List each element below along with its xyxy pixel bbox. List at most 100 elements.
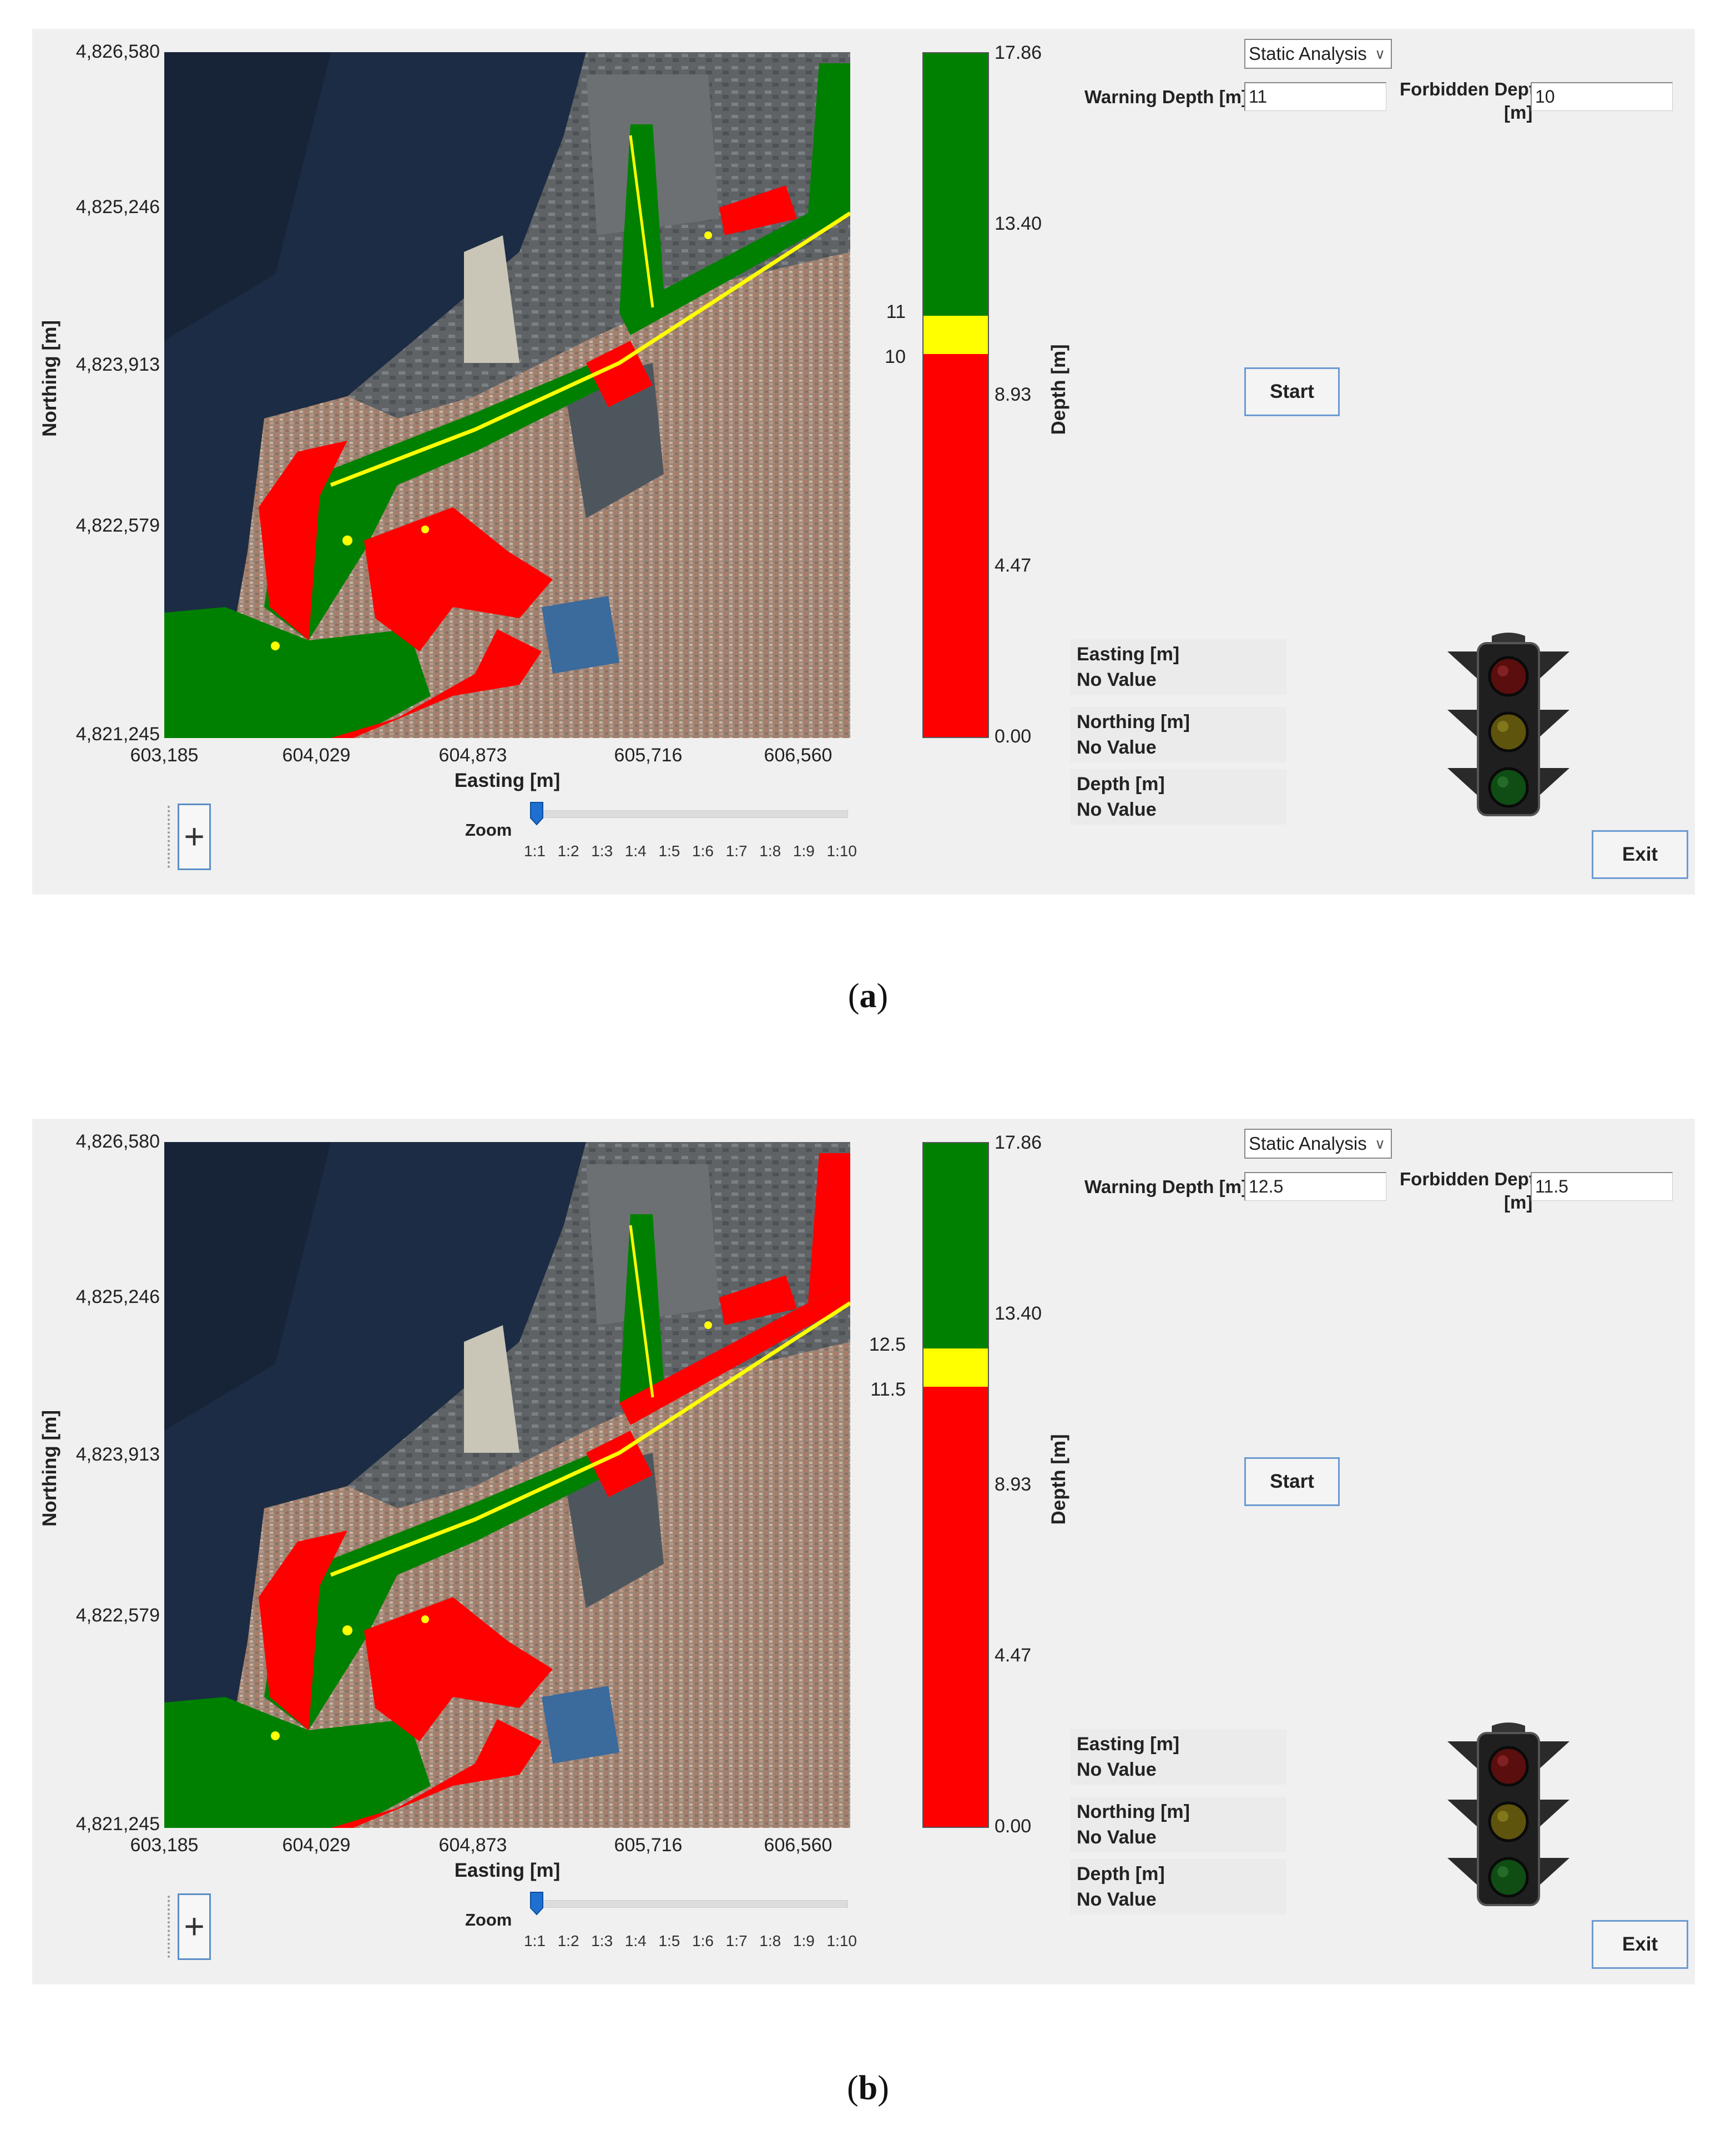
y-tick-label: 4,825,246 bbox=[75, 196, 160, 218]
zoom-tick-label: 1:3 bbox=[591, 842, 613, 860]
y-tick-label: 4,825,246 bbox=[75, 1286, 160, 1307]
zoom-tick-label: 1:4 bbox=[624, 1932, 647, 1949]
x-tick-label: 604,029 bbox=[282, 745, 351, 766]
colorbar-tick-label: 0.00 bbox=[995, 1816, 1032, 1837]
zoom-tick-label: 1:10 bbox=[826, 842, 857, 860]
zoom-tick-label: 1:5 bbox=[658, 1932, 680, 1949]
grip-handle-icon[interactable] bbox=[168, 1896, 172, 1958]
traffic-light-icon bbox=[1436, 1719, 1581, 1908]
forbidden-depth-band bbox=[923, 354, 988, 737]
y-tick-label: 4,821,245 bbox=[75, 1813, 160, 1835]
depth-map[interactable] bbox=[164, 52, 850, 738]
northing-readout: Northing [m] No Value bbox=[1070, 1797, 1286, 1852]
y-tick-label: 4,823,913 bbox=[75, 1444, 160, 1465]
traffic-light-icon bbox=[1436, 629, 1581, 818]
zoom-tick-label: 1:9 bbox=[793, 1932, 815, 1949]
depth-readout-value: No Value bbox=[1077, 799, 1157, 820]
zoom-tick-label: 1:4 bbox=[624, 842, 647, 860]
zoom-tick-label: 1:8 bbox=[759, 1932, 781, 1949]
warning-depth-band bbox=[923, 1348, 988, 1387]
zoom-ticks: 1:1 1:2 1:3 1:4 1:5 1:6 1:7 1:8 1:9 1:10 bbox=[524, 842, 857, 860]
zoom-slider[interactable] bbox=[533, 1900, 848, 1908]
colorbar-tick-label: 0.00 bbox=[995, 726, 1032, 747]
plus-icon[interactable]: + bbox=[178, 804, 211, 870]
chevron-down-icon: ∨ bbox=[1374, 46, 1385, 62]
x-tick-label: 605,716 bbox=[614, 745, 683, 766]
zoom-tick-label: 1:10 bbox=[826, 1932, 857, 1949]
easting-readout: Easting [m] No Value bbox=[1070, 639, 1286, 695]
colorbar-label: Depth [m] bbox=[1048, 344, 1069, 435]
depth-readout-label: Depth [m] bbox=[1077, 1863, 1165, 1885]
grip-handle-icon[interactable] bbox=[168, 806, 172, 868]
northing-readout-label: Northing [m] bbox=[1077, 711, 1190, 732]
warning-threshold-label: 11 bbox=[886, 301, 906, 323]
easting-readout: Easting [m] No Value bbox=[1070, 1729, 1286, 1785]
y-tick-label: 4,826,580 bbox=[75, 1131, 160, 1152]
warning-threshold-label: 12.5 bbox=[869, 1333, 906, 1355]
zoom-tick-label: 1:6 bbox=[692, 1932, 714, 1949]
warning-depth-input[interactable]: 11 bbox=[1244, 82, 1386, 111]
zoom-tick-label: 1:1 bbox=[524, 842, 546, 860]
forbidden-depth-unit: [m] bbox=[1504, 1192, 1533, 1213]
zoom-slider-thumb[interactable] bbox=[529, 801, 544, 826]
zoom-tick-label: 1:5 bbox=[658, 842, 680, 860]
forbidden-depth-input[interactable]: 10 bbox=[1531, 82, 1673, 111]
figure-caption-letter: a bbox=[859, 977, 877, 1015]
zoom-tick-label: 1:6 bbox=[692, 842, 714, 860]
y-tick-label: 4,822,579 bbox=[75, 1605, 160, 1626]
zoom-tick-label: 1:8 bbox=[759, 842, 781, 860]
zoom-slider-thumb[interactable] bbox=[529, 1891, 544, 1916]
exit-button[interactable]: Exit bbox=[1592, 830, 1688, 879]
zoom-tick-label: 1:2 bbox=[557, 842, 579, 860]
x-tick-label: 603,185 bbox=[130, 1835, 199, 1856]
colorbar-tick-label: 4.47 bbox=[995, 1644, 1032, 1666]
zoom-label: Zoom bbox=[465, 1910, 512, 1929]
exit-button[interactable]: Exit bbox=[1592, 1920, 1688, 1969]
start-button[interactable]: Start bbox=[1244, 367, 1340, 416]
start-button[interactable]: Start bbox=[1244, 1457, 1340, 1506]
y-tick-label: 4,826,580 bbox=[75, 41, 160, 62]
analysis-mode-dropdown[interactable]: Static Analysis ∨ bbox=[1244, 1129, 1392, 1159]
easting-readout-value: No Value bbox=[1077, 669, 1157, 690]
x-axis-label: Easting [m] bbox=[454, 770, 561, 791]
toolbox: + bbox=[164, 801, 215, 872]
x-tick-label: 604,873 bbox=[438, 745, 507, 766]
figure-caption: (b) bbox=[847, 2069, 889, 2107]
safe-depth-band bbox=[923, 53, 988, 316]
colorbar-tick-label: 17.86 bbox=[995, 1132, 1042, 1153]
depth-map[interactable] bbox=[164, 1142, 850, 1828]
x-tick-label: 606,560 bbox=[764, 745, 832, 766]
warning-depth-input[interactable]: 12.5 bbox=[1244, 1172, 1386, 1201]
easting-readout-label: Easting [m] bbox=[1077, 1734, 1180, 1755]
depth-readout: Depth [m] No Value bbox=[1070, 769, 1286, 825]
figure-caption: (a) bbox=[847, 977, 889, 1015]
depth-colorbar bbox=[922, 1142, 989, 1828]
y-tick-label: 4,821,245 bbox=[75, 724, 160, 745]
x-tick-label: 606,560 bbox=[764, 1835, 832, 1856]
analysis-mode-value: Static Analysis bbox=[1249, 43, 1367, 64]
northing-readout-value: No Value bbox=[1077, 737, 1157, 758]
zoom-label: Zoom bbox=[465, 820, 512, 840]
northing-readout-label: Northing [m] bbox=[1077, 1801, 1190, 1822]
zoom-tick-label: 1:7 bbox=[725, 842, 748, 860]
x-tick-label: 603,185 bbox=[130, 745, 199, 766]
zoom-slider[interactable] bbox=[533, 810, 848, 818]
colorbar-label: Depth [m] bbox=[1048, 1434, 1069, 1525]
app-window: 4,826,580 4,825,246 4,823,913 4,822,579 4,82… bbox=[32, 29, 1695, 895]
forbidden-depth-input[interactable]: 11.5 bbox=[1531, 1172, 1673, 1201]
x-axis-label: Easting [m] bbox=[454, 1860, 561, 1881]
y-axis-label: Northing [m] bbox=[39, 320, 60, 437]
northing-readout-value: No Value bbox=[1077, 1827, 1157, 1848]
plus-icon[interactable]: + bbox=[178, 1893, 211, 1960]
figure-caption-letter: b bbox=[858, 2069, 878, 2107]
easting-readout-value: No Value bbox=[1077, 1759, 1157, 1780]
analysis-mode-dropdown[interactable]: Static Analysis ∨ bbox=[1244, 39, 1392, 69]
safe-depth-band bbox=[923, 1143, 988, 1348]
depth-readout-label: Depth [m] bbox=[1077, 774, 1165, 795]
y-tick-label: 4,823,913 bbox=[75, 354, 160, 375]
depth-readout-value: No Value bbox=[1077, 1889, 1157, 1910]
zoom-tick-label: 1:2 bbox=[557, 1932, 579, 1949]
zoom-tick-label: 1:3 bbox=[591, 1932, 613, 1949]
forbidden-threshold-label: 11.5 bbox=[870, 1378, 906, 1400]
zoom-tick-label: 1:1 bbox=[524, 1932, 546, 1949]
